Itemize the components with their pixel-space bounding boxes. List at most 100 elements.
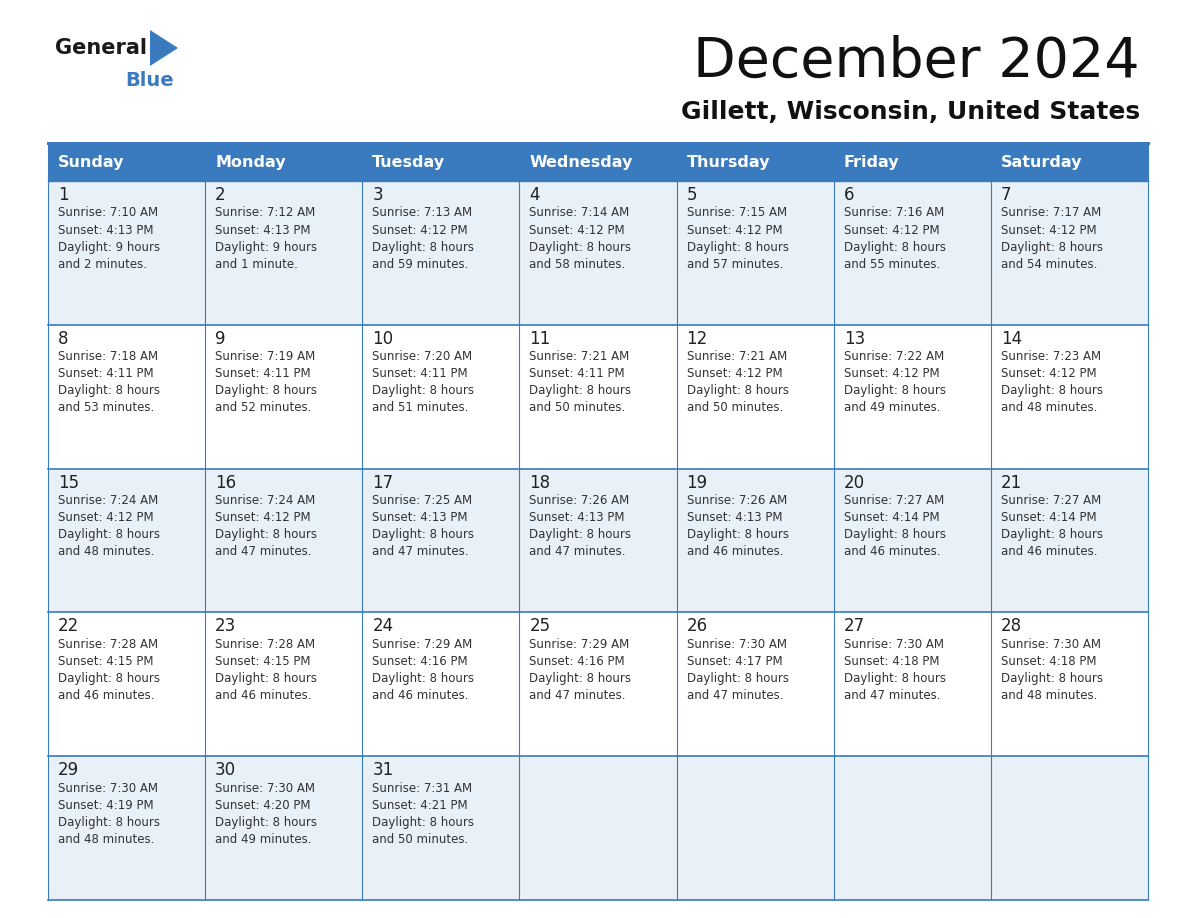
Text: Sunrise: 7:27 AM: Sunrise: 7:27 AM [1000,494,1101,507]
Text: Daylight: 8 hours: Daylight: 8 hours [530,528,632,541]
Text: Sunset: 4:13 PM: Sunset: 4:13 PM [687,511,782,524]
Text: Daylight: 9 hours: Daylight: 9 hours [215,241,317,253]
Text: Sunset: 4:14 PM: Sunset: 4:14 PM [1000,511,1097,524]
Text: Saturday: Saturday [1000,154,1082,170]
Bar [206,181,362,325]
Bar [677,325,834,468]
Text: Sunrise: 7:12 AM: Sunrise: 7:12 AM [215,207,315,219]
Text: and 53 minutes.: and 53 minutes. [58,401,154,414]
Text: Daylight: 8 hours: Daylight: 8 hours [530,241,632,253]
Text: 21: 21 [1000,474,1022,492]
Bar [991,181,1148,325]
Text: Sunset: 4:14 PM: Sunset: 4:14 PM [843,511,940,524]
Text: Sunrise: 7:17 AM: Sunrise: 7:17 AM [1000,207,1101,219]
Text: Monday: Monday [215,154,286,170]
Text: Daylight: 8 hours: Daylight: 8 hours [530,672,632,685]
Text: Sunrise: 7:19 AM: Sunrise: 7:19 AM [215,351,315,364]
Text: Sunrise: 7:30 AM: Sunrise: 7:30 AM [215,782,315,795]
Bar [362,756,519,900]
Bar [519,756,677,900]
Text: Daylight: 8 hours: Daylight: 8 hours [1000,241,1102,253]
Text: Sunset: 4:13 PM: Sunset: 4:13 PM [215,223,310,237]
Bar [206,143,362,181]
Bar [519,325,677,468]
Bar [48,756,206,900]
Text: and 58 minutes.: and 58 minutes. [530,258,626,271]
Text: 11: 11 [530,330,551,348]
Text: 14: 14 [1000,330,1022,348]
Bar [362,612,519,756]
Text: 28: 28 [1000,618,1022,635]
Text: 7: 7 [1000,186,1011,204]
Text: and 51 minutes.: and 51 minutes. [372,401,468,414]
Text: Sunrise: 7:18 AM: Sunrise: 7:18 AM [58,351,158,364]
Text: Sunset: 4:12 PM: Sunset: 4:12 PM [1000,367,1097,380]
Text: Daylight: 8 hours: Daylight: 8 hours [372,672,474,685]
Text: Sunrise: 7:23 AM: Sunrise: 7:23 AM [1000,351,1101,364]
Text: Daylight: 8 hours: Daylight: 8 hours [687,385,789,397]
Bar [834,143,991,181]
Text: Sunset: 4:16 PM: Sunset: 4:16 PM [372,655,468,668]
Text: 18: 18 [530,474,550,492]
Text: Sunrise: 7:28 AM: Sunrise: 7:28 AM [58,638,158,651]
Text: Daylight: 8 hours: Daylight: 8 hours [687,672,789,685]
Text: Sunset: 4:13 PM: Sunset: 4:13 PM [372,511,468,524]
Text: Daylight: 8 hours: Daylight: 8 hours [1000,385,1102,397]
Text: Daylight: 8 hours: Daylight: 8 hours [58,528,160,541]
Text: Sunday: Sunday [58,154,125,170]
Text: Sunset: 4:17 PM: Sunset: 4:17 PM [687,655,782,668]
Text: 2: 2 [215,186,226,204]
Text: 23: 23 [215,618,236,635]
Text: and 46 minutes.: and 46 minutes. [843,545,940,558]
Bar [834,181,991,325]
Text: Daylight: 8 hours: Daylight: 8 hours [843,385,946,397]
Text: Sunrise: 7:30 AM: Sunrise: 7:30 AM [1000,638,1101,651]
Text: and 47 minutes.: and 47 minutes. [372,545,469,558]
Text: and 52 minutes.: and 52 minutes. [215,401,311,414]
Text: Daylight: 8 hours: Daylight: 8 hours [215,385,317,397]
Text: Daylight: 8 hours: Daylight: 8 hours [687,528,789,541]
Text: Sunrise: 7:13 AM: Sunrise: 7:13 AM [372,207,473,219]
Text: Sunset: 4:12 PM: Sunset: 4:12 PM [530,223,625,237]
Bar [519,612,677,756]
Text: 27: 27 [843,618,865,635]
Text: Daylight: 8 hours: Daylight: 8 hours [58,385,160,397]
Text: and 50 minutes.: and 50 minutes. [687,401,783,414]
Text: Daylight: 8 hours: Daylight: 8 hours [372,528,474,541]
Text: 17: 17 [372,474,393,492]
Text: Sunset: 4:12 PM: Sunset: 4:12 PM [843,367,940,380]
Text: Sunrise: 7:30 AM: Sunrise: 7:30 AM [58,782,158,795]
Text: and 48 minutes.: and 48 minutes. [58,545,154,558]
Bar [991,756,1148,900]
Text: General: General [55,38,147,58]
Text: Sunset: 4:12 PM: Sunset: 4:12 PM [1000,223,1097,237]
Text: Tuesday: Tuesday [372,154,446,170]
Text: Sunset: 4:12 PM: Sunset: 4:12 PM [58,511,153,524]
Text: 26: 26 [687,618,708,635]
Text: 8: 8 [58,330,69,348]
Text: Wednesday: Wednesday [530,154,633,170]
Text: and 59 minutes.: and 59 minutes. [372,258,468,271]
Text: Daylight: 8 hours: Daylight: 8 hours [1000,672,1102,685]
Bar [991,325,1148,468]
Text: 9: 9 [215,330,226,348]
Text: Daylight: 8 hours: Daylight: 8 hours [372,241,474,253]
Text: Daylight: 8 hours: Daylight: 8 hours [215,816,317,829]
Text: 22: 22 [58,618,80,635]
Text: Sunset: 4:11 PM: Sunset: 4:11 PM [58,367,153,380]
Text: Sunset: 4:18 PM: Sunset: 4:18 PM [843,655,940,668]
Text: and 47 minutes.: and 47 minutes. [687,688,783,702]
Text: Sunrise: 7:28 AM: Sunrise: 7:28 AM [215,638,315,651]
Text: Daylight: 8 hours: Daylight: 8 hours [843,528,946,541]
Text: Sunrise: 7:25 AM: Sunrise: 7:25 AM [372,494,473,507]
Text: Sunrise: 7:14 AM: Sunrise: 7:14 AM [530,207,630,219]
Text: Sunset: 4:16 PM: Sunset: 4:16 PM [530,655,625,668]
Text: and 54 minutes.: and 54 minutes. [1000,258,1098,271]
Text: Sunrise: 7:29 AM: Sunrise: 7:29 AM [372,638,473,651]
Text: 12: 12 [687,330,708,348]
Text: Sunrise: 7:15 AM: Sunrise: 7:15 AM [687,207,786,219]
Bar [677,468,834,612]
Text: Daylight: 8 hours: Daylight: 8 hours [372,385,474,397]
Bar [206,468,362,612]
Bar [834,756,991,900]
